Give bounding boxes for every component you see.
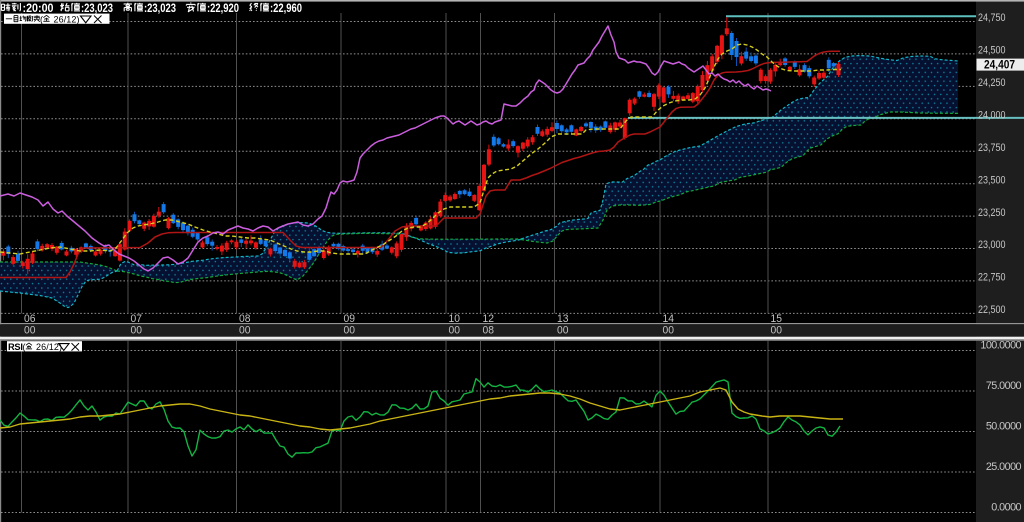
svg-text:25.0000: 25.0000 (986, 461, 1022, 473)
svg-text:00: 00 (24, 325, 36, 337)
svg-text:24,750: 24,750 (978, 12, 1006, 24)
svg-text::23,023: :23,023 (144, 3, 176, 15)
svg-text:14: 14 (663, 313, 675, 325)
svg-text:24,407: 24,407 (984, 58, 1015, 72)
svg-text:00: 00 (557, 325, 569, 337)
svg-text:23,750: 23,750 (978, 142, 1006, 154)
svg-text:22,500: 22,500 (978, 304, 1006, 316)
svg-text:24,500: 24,500 (978, 45, 1006, 57)
svg-text:75.0000: 75.0000 (986, 380, 1022, 392)
svg-text:08: 08 (483, 325, 495, 337)
svg-text:12: 12 (483, 313, 495, 325)
svg-text:24,250: 24,250 (978, 77, 1006, 89)
svg-text:24,000: 24,000 (978, 110, 1006, 122)
svg-text:22,750: 22,750 (978, 272, 1006, 284)
svg-text:26/12): 26/12) (36, 342, 62, 352)
svg-text::22,920: :22,920 (207, 3, 239, 15)
svg-text:(: ( (40, 14, 43, 24)
svg-text:23,500: 23,500 (978, 174, 1006, 186)
svg-text::22,960: :22,960 (270, 3, 302, 15)
svg-text:00: 00 (449, 325, 461, 337)
svg-text:07: 07 (131, 313, 143, 325)
svg-text::20:00: :20:00 (23, 3, 54, 15)
svg-text:06: 06 (24, 313, 36, 325)
svg-text:26/12): 26/12) (54, 14, 80, 24)
svg-text:15: 15 (771, 313, 783, 325)
svg-text:13: 13 (557, 313, 569, 325)
svg-text:00: 00 (344, 325, 356, 337)
svg-text:50.0000: 50.0000 (986, 420, 1022, 432)
svg-text:08: 08 (239, 313, 251, 325)
svg-text:23,000: 23,000 (978, 239, 1006, 251)
svg-text:100.0000: 100.0000 (980, 339, 1021, 351)
svg-text:(: ( (23, 342, 26, 352)
svg-text:00: 00 (771, 325, 783, 337)
svg-text:23,250: 23,250 (978, 207, 1006, 219)
svg-text:00: 00 (663, 325, 675, 337)
svg-text::23,023: :23,023 (81, 3, 113, 15)
svg-text:10: 10 (449, 313, 461, 325)
svg-text:00: 00 (131, 325, 143, 337)
svg-text:09: 09 (344, 313, 356, 325)
svg-text:0.0000: 0.0000 (991, 501, 1021, 513)
svg-text:00: 00 (239, 325, 251, 337)
svg-text:RSI: RSI (8, 342, 23, 352)
